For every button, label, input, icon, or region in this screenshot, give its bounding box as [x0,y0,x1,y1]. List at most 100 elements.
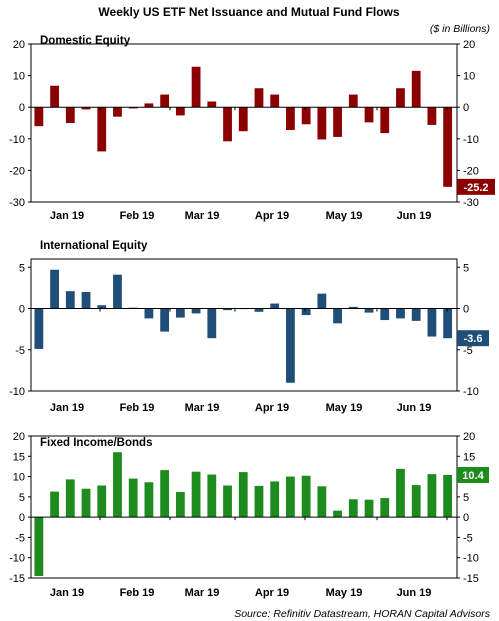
bar [270,94,280,108]
bar [144,482,154,518]
y-tick-label-left: 0 [19,102,25,114]
bar [238,107,248,132]
bar [254,485,264,518]
y-tick-label-right: 20 [463,431,475,443]
bar [301,107,311,125]
bar [396,308,405,319]
y-tick-label-left: 5 [19,492,25,504]
y-tick-label-right: -10 [463,553,479,565]
bar [411,485,421,518]
y-tick-label-right: 0 [463,102,469,114]
bar [411,308,421,321]
y-tick-label-left: 10 [13,472,25,484]
bar [81,292,91,309]
bar [160,94,170,108]
bar [348,499,358,518]
bar [254,88,264,108]
bar [317,107,327,140]
bar [207,101,217,108]
y-tick-label-left: -20 [9,165,25,177]
y-tick-label-left: 0 [19,512,25,524]
bar [333,510,342,518]
bar [223,485,232,518]
bar [65,107,75,123]
bar [317,486,327,518]
y-tick-label-right: -10 [463,386,479,398]
bar [191,66,201,108]
plot-frame [30,43,458,203]
bar [301,308,311,316]
panel-title: International Equity [40,240,148,252]
bar [191,308,201,314]
bar [348,306,358,309]
bar [113,274,122,309]
x-tick-label: Apr 19 [255,402,289,414]
y-tick-label-right: -10 [463,134,479,146]
y-tick-label-left: -5 [15,345,25,357]
panel-title: Domestic Equity [40,35,131,47]
x-tick-label: Mar 19 [185,210,220,222]
x-tick-label: May 19 [326,587,363,599]
y-tick-label-right: -15 [463,573,479,585]
bar [286,107,295,130]
x-tick-label: Jan 19 [50,402,84,414]
x-tick-label: Feb 19 [120,402,155,414]
bar [65,479,75,518]
bar [427,308,437,337]
bar [411,70,421,108]
last-value-callout [457,178,495,195]
x-tick-label: Feb 19 [120,587,155,599]
y-tick-label-right: 20 [463,39,475,51]
y-tick-label-left: 5 [19,262,25,274]
plot-frame [30,258,458,392]
y-tick-label-left: -10 [9,386,25,398]
plot-frame [30,435,458,579]
bar [333,107,342,137]
y-tick-label-left: -10 [9,134,25,146]
bar [364,499,374,518]
panel-2: 5 5 0 0 -5 -5 -10 -10 Jan 19 Feb 19 Mar 19 Apr 19 Ma… [9,240,489,414]
y-tick-label-right: 5 [463,492,469,504]
bar [207,308,217,339]
bar [238,472,248,518]
bar [254,308,264,312]
bar [364,107,374,123]
panel-1: 20 20 10 10 0 0 -10 -10 -20 -20 -30 -30 Jan 19 Feb 19… [9,35,495,222]
panel-title: Fixed Income/Bonds [40,437,152,449]
y-tick-label-right: -30 [463,197,479,209]
y-tick-label-left: 15 [13,451,25,463]
x-tick-label: Jun 19 [397,402,432,414]
bar [175,491,185,518]
bar [333,308,342,324]
bar [286,476,295,518]
bar [270,481,280,518]
last-value-callout [457,330,489,347]
bar [113,107,122,117]
bar [34,107,44,127]
bar [443,107,453,187]
y-tick-label-left: 20 [13,39,25,51]
x-tick-label: Mar 19 [185,587,220,599]
bar [380,308,390,321]
y-tick-label-right: -5 [463,345,473,357]
bar [223,107,232,142]
last-value-callout [457,466,489,483]
bar [144,308,154,319]
bar [380,107,390,134]
y-tick-label-left: -5 [15,532,25,544]
bar [160,470,170,518]
x-tick-label: Apr 19 [255,587,289,599]
bar [301,475,311,518]
bar [443,308,453,339]
bar [50,491,59,518]
bar [207,474,217,518]
units-note: ($ in Billions) [430,23,490,35]
x-tick-label: Jan 19 [50,587,84,599]
x-tick-label: Mar 19 [185,402,220,414]
bar [128,107,138,109]
bar [144,103,154,108]
bar [81,107,91,110]
y-tick-label-right: 5 [463,262,469,274]
